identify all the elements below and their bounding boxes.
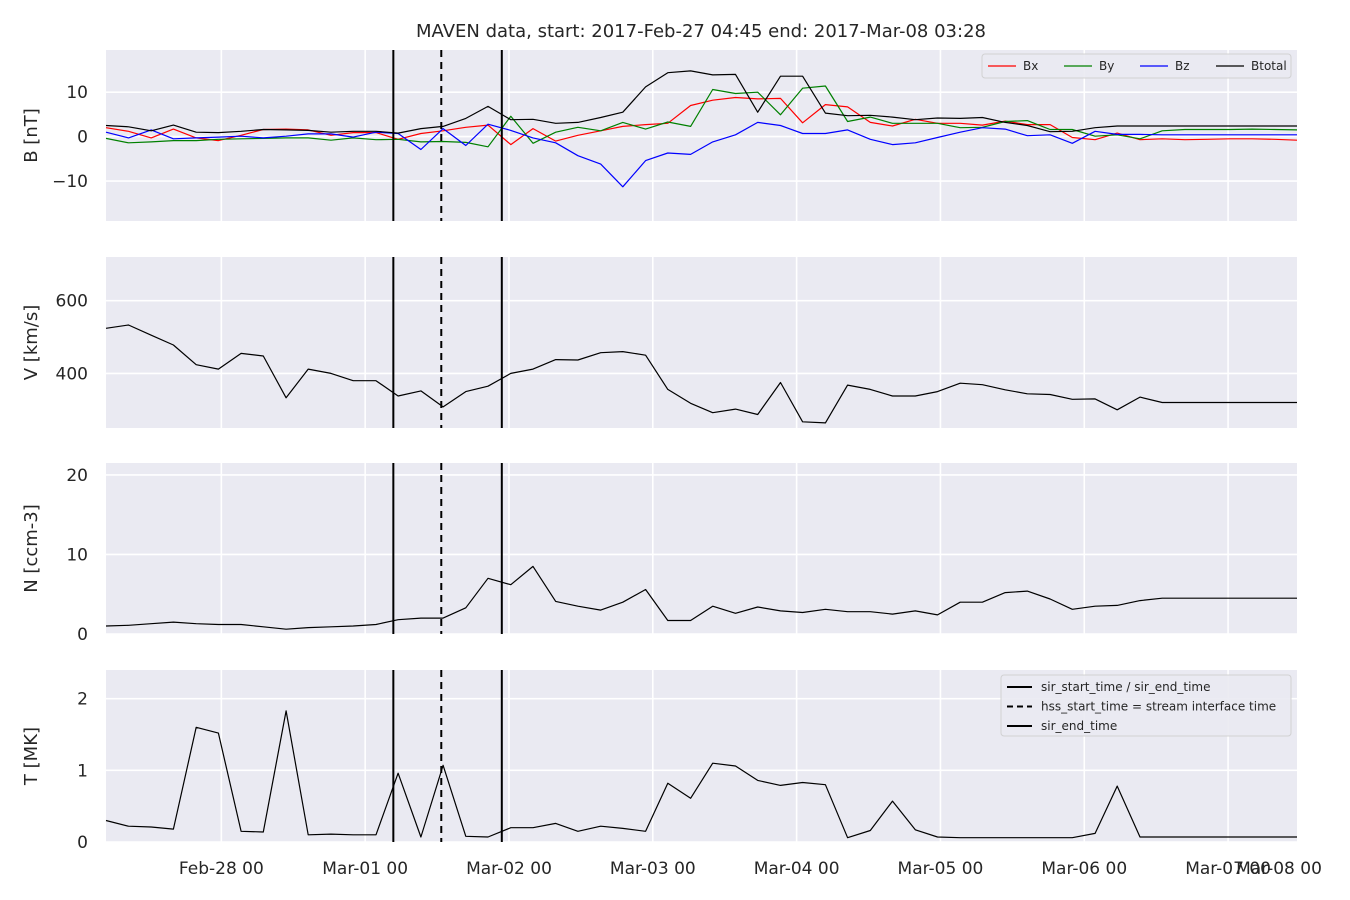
bz-series-line <box>105 121 1297 188</box>
x-tick-label: Mar-05 00 <box>898 859 984 879</box>
x-tick-label: Mar-03 00 <box>610 859 696 879</box>
x-tick-label: Mar-08 00 <box>1236 859 1322 879</box>
plot-area <box>106 463 1297 634</box>
y-tick-label: 600 <box>56 292 88 312</box>
y-tick-label: −10 <box>52 172 88 192</box>
density-series-line <box>105 565 1297 630</box>
y-tick-label: 2 <box>77 690 88 710</box>
y-tick-label: 0 <box>77 833 88 853</box>
y-tick-label: 0 <box>77 625 88 645</box>
y-tick-label: 1 <box>77 761 88 781</box>
density-ylabel: N [ccm-3] <box>21 504 42 593</box>
density-panel: 0 10 20 N [ccm-3] <box>21 463 1297 645</box>
plot-area <box>106 257 1297 428</box>
velocity-panel: 400 600 V [km/s] <box>21 257 1297 428</box>
y-tick-label: 400 <box>56 364 88 384</box>
y-tick-label: 20 <box>66 466 88 486</box>
x-tick-label: Mar-04 00 <box>754 859 840 879</box>
x-tick-label: Mar-02 00 <box>466 859 552 879</box>
legend-label: Btotal <box>1251 59 1287 73</box>
by-series-line <box>105 85 1298 148</box>
x-tick-labels: Feb-28 00 Mar-01 00 Mar-02 00 Mar-03 00 Mar-… <box>179 859 1322 879</box>
b-field-ylabel: B [nT] <box>21 108 42 163</box>
temperature-ylabel: T [MK] <box>21 727 42 786</box>
b-legend: Bx By Bz Btotal <box>981 53 1292 79</box>
velocity-series-line <box>105 324 1297 424</box>
legend-label: Bz <box>1175 59 1190 73</box>
y-tick-label: 0 <box>77 128 88 148</box>
figure-title: MAVEN data, start: 2017-Feb-27 04:45 end… <box>416 21 986 42</box>
legend-label: By <box>1099 59 1114 73</box>
x-tick-label: Mar-07 00 <box>1185 859 1271 879</box>
event-legend-label: sir_start_time / sir_end_time <box>1041 680 1211 694</box>
legend-label: Bx <box>1023 59 1038 73</box>
event-legend: sir_start_time / sir_end_time hss_start_t… <box>1000 674 1292 737</box>
x-tick-label: Feb-28 00 <box>179 859 264 879</box>
x-tick-label: Mar-06 00 <box>1041 859 1127 879</box>
x-tick-label: Mar-01 00 <box>322 859 408 879</box>
btotal-series-line <box>105 70 1297 134</box>
velocity-ylabel: V [km/s] <box>21 305 42 380</box>
temperature-series-line <box>105 710 1297 839</box>
y-tick-label: 10 <box>66 83 88 103</box>
y-tick-label: 10 <box>66 545 88 565</box>
event-legend-label: sir_end_time <box>1041 719 1117 733</box>
event-legend-label: hss_start_time = stream interface time <box>1041 700 1276 714</box>
